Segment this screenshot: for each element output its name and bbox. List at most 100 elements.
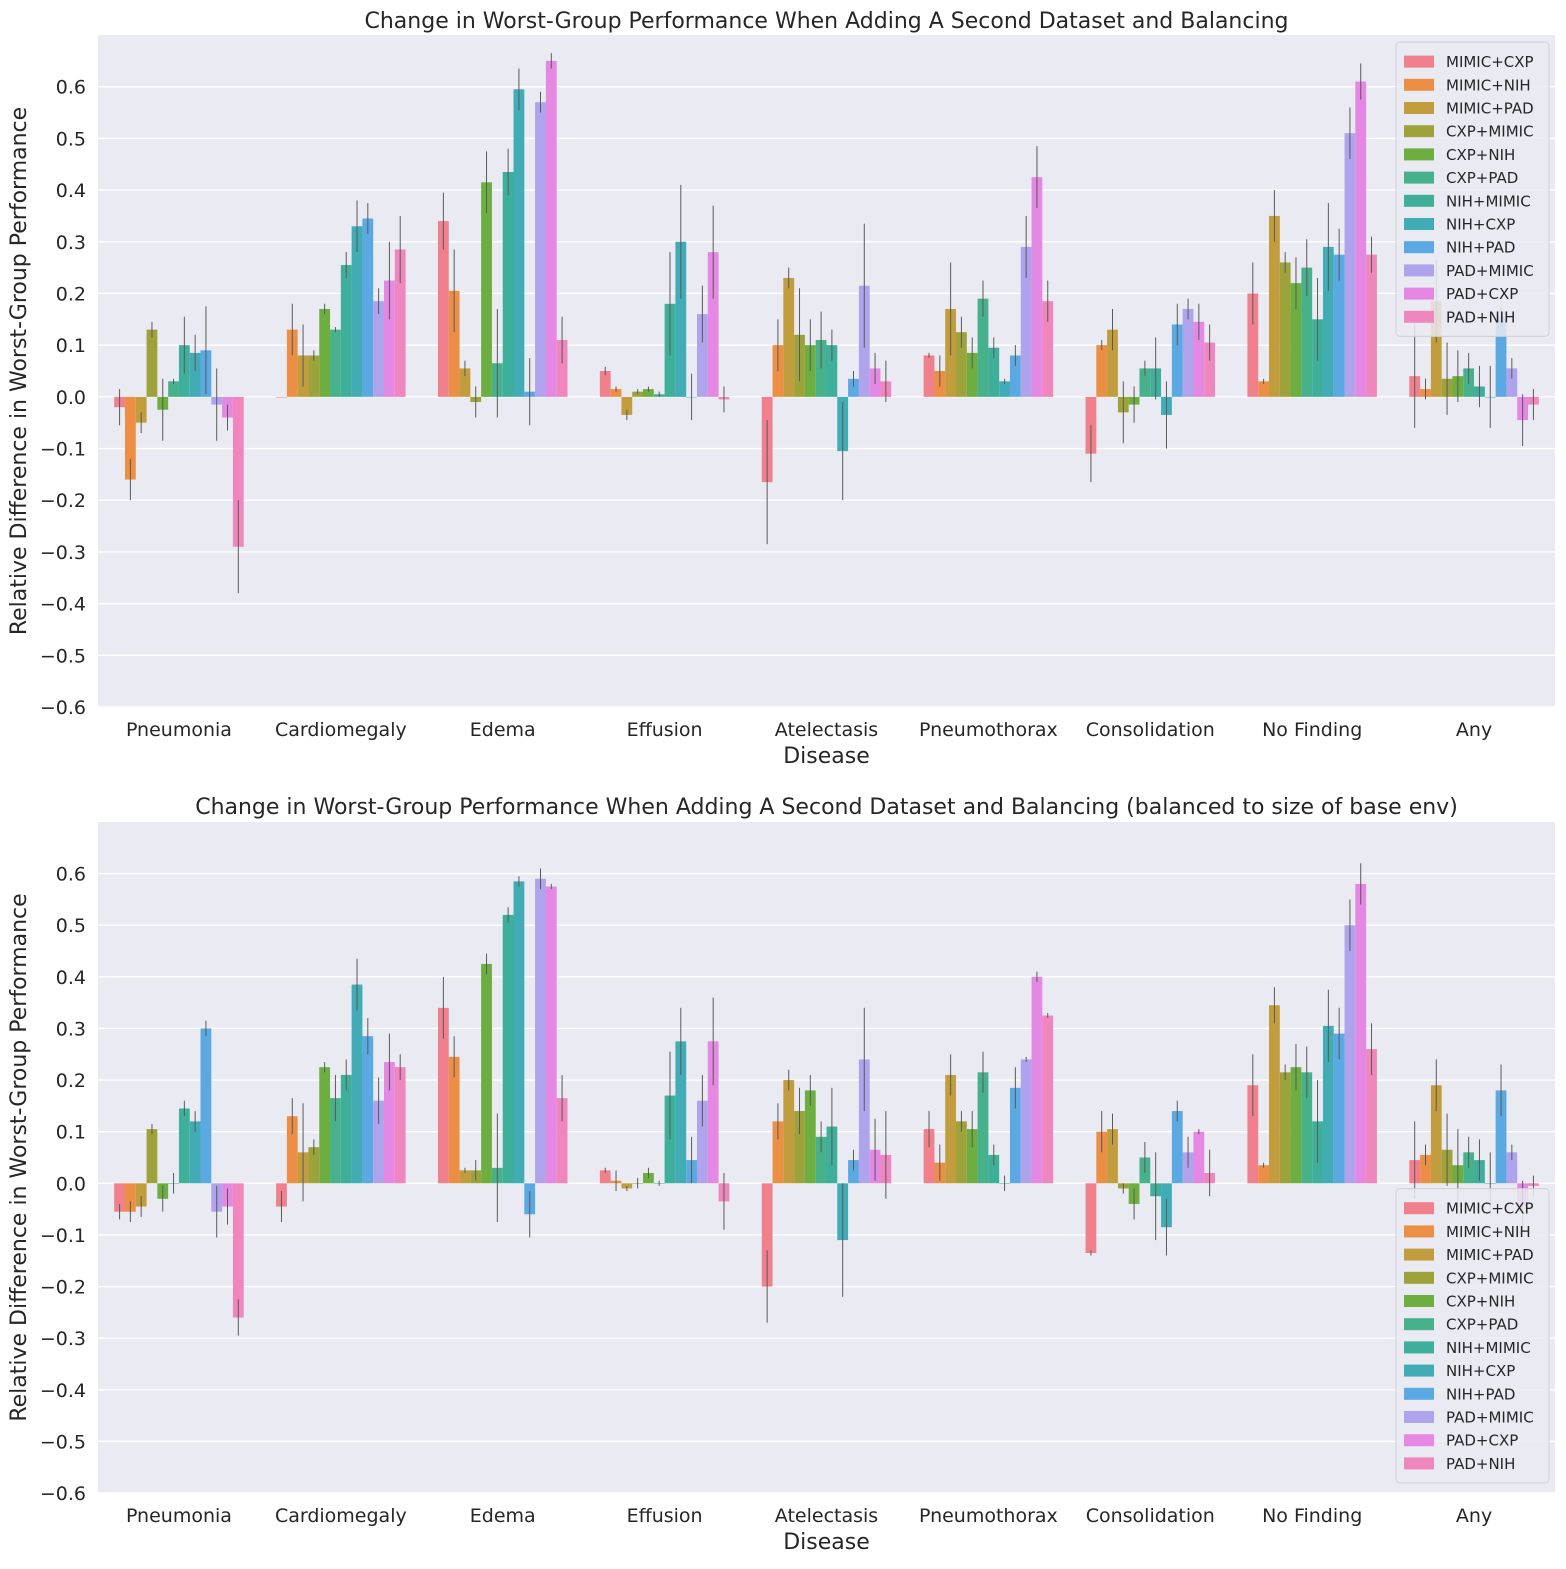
panel2-bar [956,1121,967,1184]
panel2-bar [1268,1005,1280,1184]
panel1-bar [1031,177,1043,397]
panel1-x-tick-label: Atelectasis [775,719,878,741]
panel2-y-axis-label: Relative Difference in Worst-Group Perfo… [7,893,32,1421]
panel2-y-tick-label: 0.5 [56,915,86,937]
panel1-y-tick-label: −0.6 [40,697,86,719]
panel1-y-tick-label: −0.5 [40,645,86,667]
panel1-legend-swatch [1404,171,1434,184]
panel2-bar [772,1121,784,1184]
panel1-y-tick-label: 0.1 [56,335,86,357]
panel2-y-tick-label: −0.6 [40,1483,86,1505]
panel2-bar [1333,1033,1345,1184]
panel2-bar [1020,1059,1032,1184]
panel1-bar [956,332,967,397]
panel1-bar [384,280,395,397]
panel1-bar [1506,368,1518,397]
panel1-bar [1020,246,1032,397]
panel1-bar [783,277,795,397]
panel2-bar [481,963,492,1184]
panel1-y-tick-label: 0.6 [56,77,86,99]
panel1-bar [319,308,331,397]
panel2-bar [707,1041,719,1184]
panel1-bar [459,368,471,397]
panel2-x-tick-label: Pneumonia [126,1505,232,1527]
panel1-x-tick-label: Any [1456,719,1492,741]
panel1-y-tick-label: −0.3 [40,542,86,564]
panel2-bar [437,1007,449,1184]
panel1-bar [351,226,363,397]
panel1-bar [340,265,352,397]
panel1-legend: MIMIC+CXP MIMIC+NIH MIMIC+PAD CXP+MIMIC CXP+… [1395,41,1550,337]
panel2-bar [1193,1131,1205,1184]
panel1-bar [675,241,687,397]
panel2-bar [362,1036,374,1184]
panel2-bar [1344,925,1356,1184]
panel2-bar [1430,1085,1442,1184]
panel1-bar [848,378,859,397]
panel1-legend-label: MIMIC+PAD [1446,100,1534,118]
panel2-bar [804,1090,816,1184]
panel1-y-tick-label: 0.0 [56,387,86,409]
panel1-bar [1333,254,1345,397]
panel2-bar [761,1183,773,1287]
panel2-legend-box [1395,1188,1550,1484]
panel2-bar [319,1067,331,1184]
panel1-bar [1204,342,1216,397]
panel1-bar [1355,81,1367,397]
panel2-bar [556,1098,568,1184]
panel1-legend-label: NIH+MIMIC [1446,192,1531,210]
panel2-legend-label: CXP+NIH [1446,1293,1515,1311]
panel2-bar [643,1172,654,1184]
panel1-legend-swatch [1404,55,1434,68]
panel2-bar [373,1100,385,1184]
panel1-x-axis-label: Disease [783,744,870,769]
panel2-legend-label: MIMIC+CXP [1446,1200,1534,1218]
panel2-legend-swatch [1404,1271,1434,1284]
panel2-bar [783,1080,795,1184]
panel1-y-tick-label: 0.5 [56,128,86,150]
panel1-bar [1366,254,1377,397]
panel1-bar [1258,381,1269,397]
panel2-x-tick-label: Any [1456,1505,1492,1527]
panel1-legend-box [1395,41,1550,337]
panel1-y-tick-label: −0.1 [40,439,86,461]
panel2-x-tick-label: Edema [470,1505,536,1527]
panel2-bar [696,1100,708,1184]
panel1-bar [599,371,611,397]
panel1-bar [168,381,179,397]
panel1-bar [610,389,622,397]
panel1-bar [999,381,1010,397]
panel2-bar [308,1147,320,1184]
panel2-legend-swatch [1404,1434,1434,1447]
panel2-legend-swatch [1404,1248,1434,1261]
panel1-x-tick-label: Pneumothorax [919,719,1058,741]
panel2-group: −0.6 −0.5 −0.4 −0.3 −0.2 −0.1 0.0 0.1 0.2 0.3 0.4 0… [7,795,1555,1555]
panel2-bar [1085,1183,1097,1253]
panel2-bar [1322,1025,1334,1184]
panel1-legend-label: NIH+CXP [1446,216,1515,234]
panel2-legend-label: CXP+MIMIC [1446,1269,1534,1287]
panel1-bar [1042,301,1054,397]
panel1-bar [513,89,525,397]
panel2-y-tick-label: −0.3 [40,1328,86,1350]
panel2-bar [988,1154,1000,1184]
panel1-bar [621,396,633,415]
panel1-bar [977,298,989,397]
panel2-bar [1171,1111,1183,1184]
panel1-bar [189,352,201,397]
panel1-bar [826,345,838,397]
panel1-bar [696,314,708,397]
panel1-y-tick-label: 0.2 [56,283,86,305]
panel2-bar [1495,1090,1507,1184]
panel1-bar [643,389,654,397]
panel1-x-tick-label: Pneumonia [126,719,232,741]
panel1-bar [1171,324,1183,397]
panel2-bar [1258,1165,1269,1184]
panel1-bar [232,396,244,547]
panel2-bar [794,1111,805,1184]
panel2-legend-swatch [1404,1364,1434,1377]
panel2-x-axis-label: Disease [783,1530,870,1555]
panel2-bar [1031,976,1043,1184]
panel2-bar [448,1056,460,1184]
